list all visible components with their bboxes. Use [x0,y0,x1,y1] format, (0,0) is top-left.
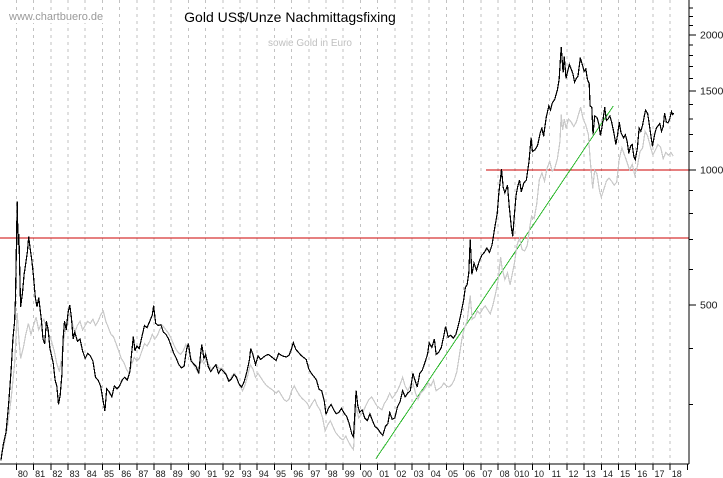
year-label: 010 [514,469,529,478]
year-label: 89 [173,469,183,478]
year-label: 87 [138,469,148,478]
year-label: 96 [293,469,303,478]
year-label: 97 [310,469,320,478]
year-label: 05 [448,469,458,478]
watermark: www.chartbuero.de [6,11,107,23]
year-label: 00 [362,469,372,478]
year-label: 88 [156,469,166,478]
year-label: 04 [431,469,441,478]
year-label: 06 [465,469,475,478]
trend-line [375,105,614,460]
year-label: 02 [396,469,406,478]
year-label: 91 [207,469,217,478]
price-label: 1000 [700,165,723,177]
year-label: 16 [637,469,647,478]
year-label: 18 [672,469,682,478]
year-label: 85 [104,469,114,478]
gold-eur-line [0,107,674,457]
gold-usd-line [0,47,675,461]
year-label: 94 [259,469,269,478]
year-label: 93 [242,469,252,478]
chart-subtitle: sowie Gold in Euro [265,38,355,49]
year-label: 13 [586,469,596,478]
year-label: 10 [534,469,544,478]
year-label: 90 [190,469,200,478]
year-label: 95 [276,469,286,478]
chart-title: Gold US$/Unze Nachmittagsfixing [181,9,399,25]
year-label: 81 [35,469,45,478]
price-label: 500 [700,300,718,312]
year-label: 14 [603,469,613,478]
year-label: 11 [552,469,561,478]
year-label: 80 [18,469,28,478]
year-label: 03 [414,469,424,478]
price-label: 2000 [700,30,723,42]
year-label: 08 [500,469,510,478]
year-label: 07 [482,469,492,478]
year-label: 84 [87,469,97,478]
year-label: 01 [379,469,389,478]
year-label: 99 [345,469,355,478]
year-label: 82 [52,469,62,478]
year-label: 17 [654,469,664,478]
year-label: 12 [568,469,578,478]
year-label: 98 [328,469,338,478]
year-label: 15 [620,469,630,478]
year-label: 83 [70,469,80,478]
year-label: 86 [121,469,131,478]
year-label: 92 [224,469,234,478]
price-label: 1500 [700,86,723,98]
